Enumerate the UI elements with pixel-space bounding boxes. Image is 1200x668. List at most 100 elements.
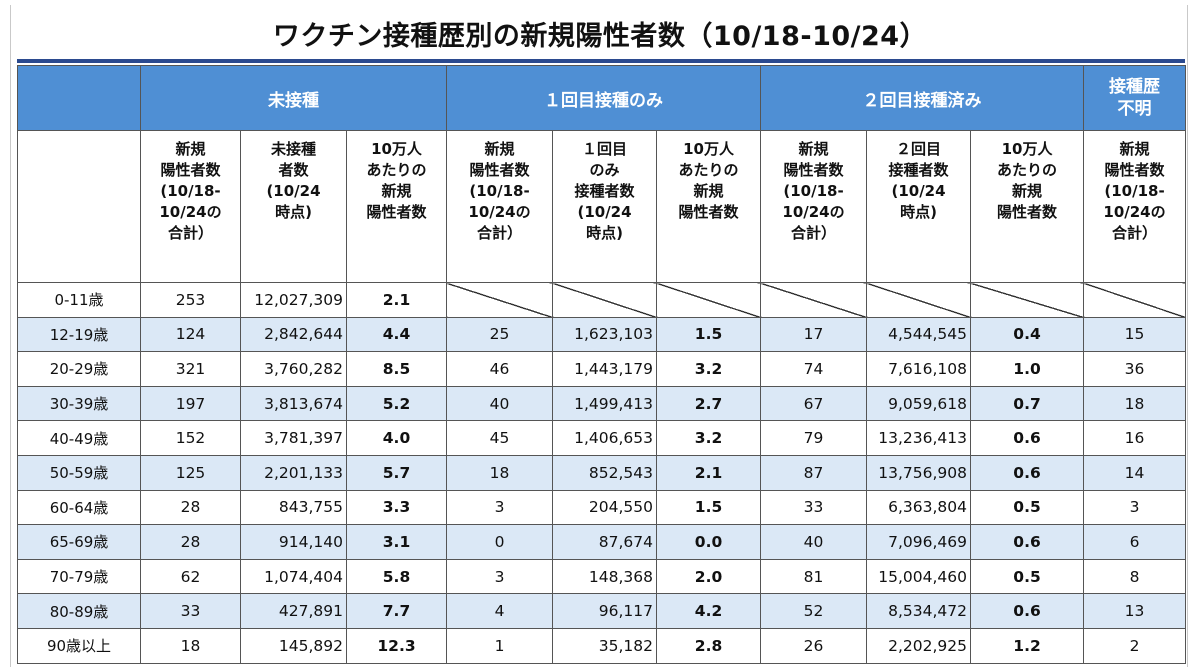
table-row: 40-49歳 152 3,781,397 4.0 45 1,406,653 3.2 79 13,… bbox=[17, 420, 1187, 456]
dose2-rate-cell: 0.6 bbox=[970, 593, 1085, 629]
age-cell: 12-19歳 bbox=[17, 316, 141, 353]
age-header-cell bbox=[17, 130, 141, 283]
age-cell: 0-11歳 bbox=[17, 282, 141, 318]
subheader-dose1-rate: 10万人 あたりの 新規 陽性者数 bbox=[656, 130, 762, 283]
dose1-cases-cell: 4 bbox=[446, 593, 554, 629]
page-title: ワクチン接種歴別の新規陽性者数（10/18-10/24） bbox=[272, 21, 928, 52]
table-row: 65-69歳 28 914,140 3.1 0 87,674 0.0 40 7,096,469 0… bbox=[17, 524, 1187, 560]
dose1-count-cell: 96,117 bbox=[552, 593, 658, 629]
unknown-cases-cell: 13 bbox=[1083, 593, 1187, 629]
dose1-rate-cell bbox=[656, 282, 762, 318]
dose1-count-cell: 87,674 bbox=[552, 524, 658, 560]
dose1-rate-cell: 2.8 bbox=[656, 627, 762, 664]
dose2-cases-cell: 40 bbox=[760, 524, 868, 560]
unvax-count-cell: 12,027,309 bbox=[240, 282, 347, 318]
dose2-count-cell: 13,236,413 bbox=[866, 420, 972, 456]
dose1-cases-cell: 3 bbox=[446, 489, 554, 526]
dose1-count-cell: 148,368 bbox=[552, 558, 658, 595]
unvax-cases-cell: 18 bbox=[140, 627, 241, 664]
dose1-rate-cell: 0.0 bbox=[656, 524, 762, 560]
dose2-rate-cell: 0.5 bbox=[970, 489, 1085, 526]
subheader-unknown-cases: 新規 陽性者数 (10/18- 10/24の 合計） bbox=[1083, 130, 1187, 283]
dose1-count-cell: 1,623,103 bbox=[552, 316, 658, 353]
dose2-rate-cell: 0.7 bbox=[970, 385, 1085, 422]
dose2-cases-cell: 87 bbox=[760, 454, 868, 491]
dose1-cases-cell: 3 bbox=[446, 558, 554, 595]
unvax-cases-cell: 125 bbox=[140, 454, 241, 491]
table-row: 20-29歳 321 3,760,282 8.5 46 1,443,179 3.2 74 7,6… bbox=[17, 351, 1187, 387]
unvax-rate-cell: 2.1 bbox=[345, 282, 448, 318]
dose2-count-cell: 2,202,925 bbox=[866, 627, 972, 664]
subheader-dose2-count: ２回目 接種者数 (10/24 時点) bbox=[866, 130, 972, 283]
age-cell: 70-79歳 bbox=[17, 558, 141, 595]
dose1-cases-cell: 18 bbox=[446, 454, 554, 491]
dose1-cases-cell: 45 bbox=[446, 420, 554, 456]
dose1-rate-cell: 3.2 bbox=[656, 420, 762, 456]
unvax-rate-cell: 12.3 bbox=[345, 627, 448, 664]
subheader-dose2-cases: 新規 陽性者数 (10/18- 10/24の 合計） bbox=[760, 130, 868, 283]
dose2-count-cell: 4,544,545 bbox=[866, 316, 972, 353]
unknown-cases-cell: 15 bbox=[1083, 316, 1187, 353]
dose2-count-cell: 13,756,908 bbox=[866, 454, 972, 491]
dose1-rate-cell: 1.5 bbox=[656, 316, 762, 353]
unvax-count-cell: 3,781,397 bbox=[240, 420, 347, 456]
table-row: 12-19歳 124 2,842,644 4.4 25 1,623,103 1.5 17 4,5… bbox=[17, 316, 1187, 353]
age-cell: 30-39歳 bbox=[17, 385, 141, 422]
unvax-cases-cell: 321 bbox=[140, 351, 241, 387]
unvax-count-cell: 145,892 bbox=[240, 627, 347, 664]
age-cell: 90歳以上 bbox=[17, 627, 141, 664]
dose2-cases-cell: 81 bbox=[760, 558, 868, 595]
group-header-dose1: １回目接種のみ bbox=[446, 65, 762, 131]
age-cell: 20-29歳 bbox=[17, 351, 141, 387]
group-header-unvaccinated: 未接種 bbox=[139, 65, 448, 131]
dose1-count-cell: 1,406,653 bbox=[552, 420, 658, 456]
dose2-cases-cell: 33 bbox=[760, 489, 868, 526]
subheader-unvax-cases: 新規 陽性者数 (10/18- 10/24の 合計） bbox=[140, 130, 241, 283]
unvax-cases-cell: 197 bbox=[140, 385, 241, 422]
dose1-rate-cell: 1.5 bbox=[656, 489, 762, 526]
unvax-count-cell: 427,891 bbox=[240, 593, 347, 629]
unknown-cases-cell: 6 bbox=[1083, 524, 1187, 560]
age-cell: 60-64歳 bbox=[17, 489, 141, 526]
table-row: 80-89歳 33 427,891 7.7 4 96,117 4.2 52 8,534,472 0… bbox=[17, 593, 1187, 629]
unvax-cases-cell: 28 bbox=[140, 489, 241, 526]
dose1-count-cell: 1,499,413 bbox=[552, 385, 658, 422]
corner-cell bbox=[17, 65, 141, 131]
dose2-rate-cell: 1.0 bbox=[970, 351, 1085, 387]
dose2-cases-cell bbox=[760, 282, 868, 318]
dose2-count-cell: 15,004,460 bbox=[866, 558, 972, 595]
table-row: 0-11歳 253 12,027,309 2.1 bbox=[17, 282, 1187, 318]
table-row: 60-64歳 28 843,755 3.3 3 204,550 1.5 33 6,363,804… bbox=[17, 489, 1187, 526]
dose2-cases-cell: 79 bbox=[760, 420, 868, 456]
dose1-cases-cell bbox=[446, 282, 554, 318]
unknown-cases-cell: 36 bbox=[1083, 351, 1187, 387]
unvax-rate-cell: 5.8 bbox=[345, 558, 448, 595]
unvax-count-cell: 1,074,404 bbox=[240, 558, 347, 595]
unvax-cases-cell: 28 bbox=[140, 524, 241, 560]
unvax-rate-cell: 5.7 bbox=[345, 454, 448, 491]
dose1-count-cell: 1,443,179 bbox=[552, 351, 658, 387]
unvax-rate-cell: 3.3 bbox=[345, 489, 448, 526]
unvax-cases-cell: 124 bbox=[140, 316, 241, 353]
dose1-rate-cell: 2.0 bbox=[656, 558, 762, 595]
unvax-rate-cell: 5.2 bbox=[345, 385, 448, 422]
unknown-cases-cell: 2 bbox=[1083, 627, 1187, 664]
unvax-cases-cell: 33 bbox=[140, 593, 241, 629]
subheader-unvax-rate: 10万人 あたりの 新規 陽性者数 bbox=[345, 130, 448, 283]
unknown-cases-cell bbox=[1083, 282, 1187, 318]
dose1-cases-cell: 40 bbox=[446, 385, 554, 422]
dose2-count-cell: 7,616,108 bbox=[866, 351, 972, 387]
subheader-dose1-count: １回目 のみ 接種者数 (10/24 時点) bbox=[552, 130, 658, 283]
unknown-cases-cell: 18 bbox=[1083, 385, 1187, 422]
dose2-cases-cell: 17 bbox=[760, 316, 868, 353]
unvax-cases-cell: 253 bbox=[140, 282, 241, 318]
unvax-count-cell: 2,842,644 bbox=[240, 316, 347, 353]
dose2-count-cell: 6,363,804 bbox=[866, 489, 972, 526]
dose2-rate-cell: 0.6 bbox=[970, 524, 1085, 560]
dose2-rate-cell bbox=[970, 282, 1085, 318]
dose2-cases-cell: 67 bbox=[760, 385, 868, 422]
subheader-unvax-count: 未接種 者数 (10/24 時点) bbox=[240, 130, 347, 283]
unvax-count-cell: 3,813,674 bbox=[240, 385, 347, 422]
dose1-cases-cell: 1 bbox=[446, 627, 554, 664]
unknown-cases-cell: 14 bbox=[1083, 454, 1187, 491]
